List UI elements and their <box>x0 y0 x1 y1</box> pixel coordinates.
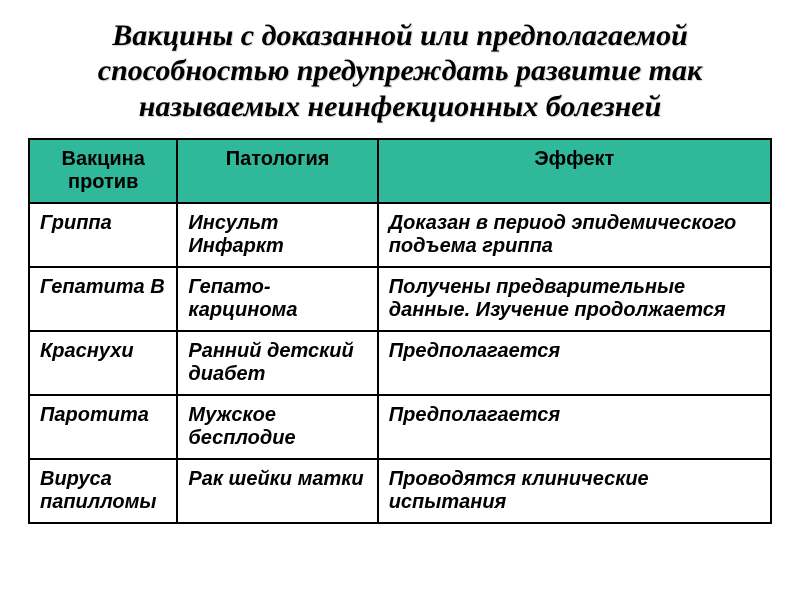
col-header-pathology: Патология <box>177 139 377 203</box>
cell-pathology: Гепато-карцинома <box>177 267 377 331</box>
table-header-row: Вакцина против Патология Эффект <box>29 139 771 203</box>
pathology-line: Рак шейки матки <box>188 468 366 491</box>
table-row: Вируса папилломы Рак шейки матки Проводя… <box>29 459 771 523</box>
table-row: Краснухи Ранний детский диабет Предполаг… <box>29 331 771 395</box>
vaccines-table: Вакцина против Патология Эффект Гриппа И… <box>28 138 772 524</box>
slide: Вакцины с доказанной или предполагаемой … <box>0 0 800 600</box>
cell-vaccine: Гриппа <box>29 203 177 267</box>
table-row: Паротита Мужское бесплодие Предполагаетс… <box>29 395 771 459</box>
cell-vaccine: Гепатита В <box>29 267 177 331</box>
pathology-line: Ранний детский диабет <box>188 340 366 386</box>
col-header-vaccine: Вакцина против <box>29 139 177 203</box>
cell-effect: Предполагается <box>378 331 771 395</box>
cell-vaccine: Паротита <box>29 395 177 459</box>
cell-vaccine: Краснухи <box>29 331 177 395</box>
cell-pathology: Ранний детский диабет <box>177 331 377 395</box>
cell-effect: Предполагается <box>378 395 771 459</box>
pathology-line: Гепато-карцинома <box>188 276 366 322</box>
cell-pathology: Рак шейки матки <box>177 459 377 523</box>
cell-pathology: Мужское бесплодие <box>177 395 377 459</box>
pathology-line: Мужское бесплодие <box>188 404 366 450</box>
cell-effect: Проводятся клинические испытания <box>378 459 771 523</box>
slide-title: Вакцины с доказанной или предполагаемой … <box>28 18 772 124</box>
col-header-effect: Эффект <box>378 139 771 203</box>
cell-effect: Доказан в период эпидемического подъема … <box>378 203 771 267</box>
cell-vaccine: Вируса папилломы <box>29 459 177 523</box>
pathology-line: Инфаркт <box>188 235 366 258</box>
table-row: Гепатита В Гепато-карцинома Получены пре… <box>29 267 771 331</box>
cell-pathology: Инсульт Инфаркт <box>177 203 377 267</box>
table-row: Гриппа Инсульт Инфаркт Доказан в период … <box>29 203 771 267</box>
cell-effect: Получены предварительные данные. Изучени… <box>378 267 771 331</box>
pathology-line: Инсульт <box>188 212 366 235</box>
